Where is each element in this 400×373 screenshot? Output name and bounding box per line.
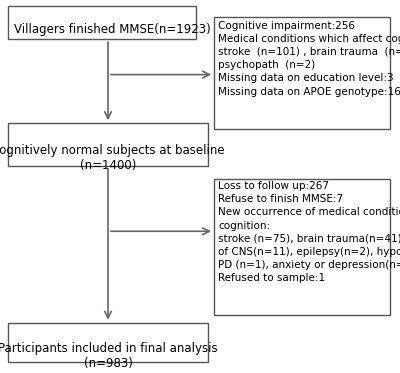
FancyBboxPatch shape xyxy=(214,17,390,129)
Text: Villagers finished MMSE(n=1923): Villagers finished MMSE(n=1923) xyxy=(14,23,211,36)
Text: Cognitively normal subjects at baseline
(n=1400): Cognitively normal subjects at baseline … xyxy=(0,144,225,172)
Text: Loss to follow up:267
Refuse to finish MMSE:7
New occurrence of medical conditio: Loss to follow up:267 Refuse to finish M… xyxy=(218,181,400,283)
Text: Cognitive impairment:256
Medical conditions which affect cognition:
stroke  (n=1: Cognitive impairment:256 Medical conditi… xyxy=(218,21,400,97)
Text: Participants included in final analysis
(n=983): Participants included in final analysis … xyxy=(0,342,218,370)
FancyBboxPatch shape xyxy=(8,123,208,166)
FancyBboxPatch shape xyxy=(8,6,196,39)
FancyBboxPatch shape xyxy=(214,179,390,315)
FancyBboxPatch shape xyxy=(8,323,208,362)
